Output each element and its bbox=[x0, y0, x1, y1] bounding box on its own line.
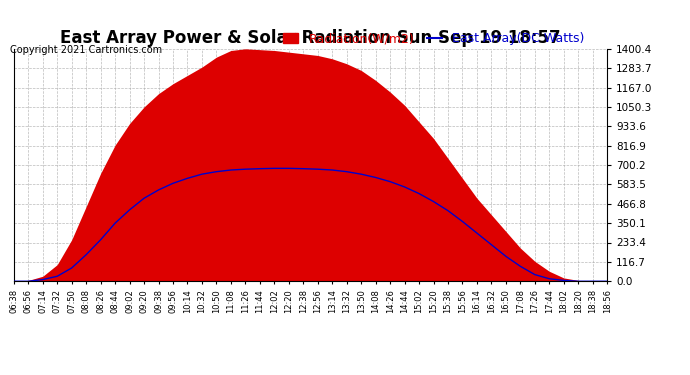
Title: East Array Power & Solar Radiation Sun Sep 19 18:57: East Array Power & Solar Radiation Sun S… bbox=[60, 29, 561, 47]
Legend: Radiation(W/m2), East Array(DC Watts): Radiation(W/m2), East Array(DC Watts) bbox=[279, 27, 589, 50]
Text: Copyright 2021 Cartronics.com: Copyright 2021 Cartronics.com bbox=[10, 45, 162, 55]
